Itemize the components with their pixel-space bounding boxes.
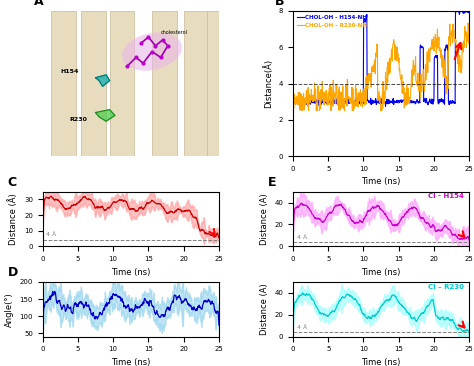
Line: CHOL-OH – R230-NH: CHOL-OH – R230-NH	[293, 23, 469, 111]
Legend: CHOL-OH - H154-NH, CHOL-OH – R230-NH: CHOL-OH - H154-NH, CHOL-OH – R230-NH	[296, 14, 368, 29]
Bar	[152, 11, 177, 156]
CHOL-OH - H154-NH	[386, 101, 392, 106]
Bar	[109, 11, 134, 156]
Line: CHOL-OH - H154-NH: CHOL-OH - H154-NH	[293, 7, 469, 107]
CHOL-OH – R230-NH	[465, 21, 471, 25]
Ellipse shape	[122, 33, 182, 71]
CHOL-OH – R230-NH	[375, 97, 381, 101]
Polygon shape	[96, 110, 115, 121]
X-axis label: Time (ns): Time (ns)	[362, 358, 401, 366]
CHOL-OH - H154-NH	[395, 98, 401, 103]
Y-axis label: Distance (A): Distance (A)	[260, 193, 269, 245]
Point	[152, 43, 159, 49]
Bar	[184, 11, 209, 156]
X-axis label: Time (ns): Time (ns)	[111, 358, 150, 366]
CHOL-OH – R230-NH	[290, 89, 296, 93]
Point	[164, 43, 172, 49]
Polygon shape	[96, 75, 109, 86]
X-axis label: Time (ns): Time (ns)	[362, 178, 401, 186]
CHOL-OH - H154-NH	[435, 98, 441, 103]
Text: 4 Å: 4 Å	[297, 235, 307, 240]
Text: E: E	[268, 176, 277, 189]
CHOL-OH – R230-NH	[466, 35, 472, 39]
Y-axis label: Distance (A): Distance (A)	[260, 284, 269, 335]
Y-axis label: Angle(°): Angle(°)	[5, 292, 14, 327]
Text: CI - H154: CI - H154	[428, 193, 464, 199]
Point	[137, 40, 145, 46]
Point	[157, 55, 164, 60]
Y-axis label: Distance(Å): Distance(Å)	[264, 59, 273, 108]
Y-axis label: Distance (Å): Distance (Å)	[9, 193, 18, 245]
Point	[145, 34, 152, 40]
Text: 4 Å: 4 Å	[46, 232, 56, 237]
Point	[124, 63, 131, 69]
CHOL-OH – R230-NH	[395, 58, 401, 62]
Text: B: B	[275, 0, 285, 8]
CHOL-OH - H154-NH	[466, 11, 472, 15]
CHOL-OH – R230-NH	[435, 46, 441, 50]
Bar	[82, 11, 106, 156]
Text: H154: H154	[60, 70, 79, 74]
CHOL-OH - H154-NH	[463, 8, 469, 12]
Point	[159, 37, 166, 43]
X-axis label: Time (ns): Time (ns)	[111, 268, 150, 277]
CHOL-OH - H154-NH	[374, 99, 380, 104]
Text: R230: R230	[69, 117, 87, 122]
CHOL-OH – R230-NH	[374, 42, 380, 46]
Text: cholesterol: cholesterol	[161, 30, 188, 35]
Text: 4 Å: 4 Å	[297, 325, 307, 330]
CHOL-OH - H154-NH	[290, 99, 296, 103]
X-axis label: Time (ns): Time (ns)	[362, 268, 401, 277]
Bar	[207, 11, 231, 156]
Bar	[52, 11, 76, 156]
CHOL-OH – R230-NH	[463, 34, 468, 38]
Point	[148, 49, 156, 55]
CHOL-OH – R230-NH	[299, 109, 305, 113]
CHOL-OH - H154-NH	[383, 104, 388, 109]
Text: CI – R230: CI – R230	[428, 284, 464, 290]
Text: A: A	[34, 0, 44, 8]
Text: C: C	[8, 176, 17, 189]
Point	[139, 60, 147, 66]
Point	[132, 55, 140, 60]
CHOL-OH – R230-NH	[386, 72, 392, 76]
CHOL-OH - H154-NH	[375, 101, 381, 105]
CHOL-OH - H154-NH	[459, 4, 465, 9]
Text: D: D	[8, 266, 18, 279]
